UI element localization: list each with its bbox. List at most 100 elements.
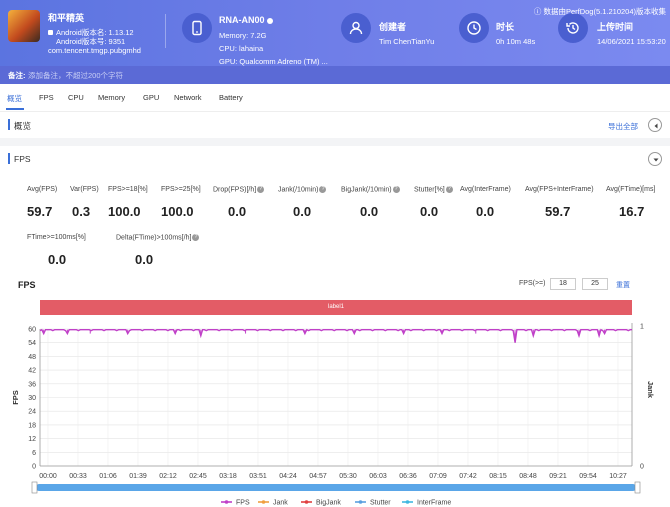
note-input[interactable]: 添加备注，不超过200个字符 (28, 71, 124, 80)
y-tick-label: 0 (32, 464, 36, 471)
tab-fps[interactable]: FPS (39, 93, 54, 102)
metric-value: 0.3 (72, 204, 91, 219)
x-tick-label: 06:36 (399, 473, 417, 480)
help-icon[interactable]: ? (392, 186, 400, 193)
x-tick-label: 02:45 (189, 473, 207, 480)
metric-label: Avg(InterFrame) (460, 186, 511, 193)
info-icon: ⓘ (533, 7, 544, 16)
info-icon[interactable] (266, 17, 273, 24)
metric-label: Avg(FTime)[ms] (606, 186, 656, 193)
legend-label: Jank (273, 500, 288, 507)
scrollbar-track (36, 484, 636, 491)
tab-overview[interactable]: 概览 (7, 94, 22, 103)
export-all-link[interactable]: 导出全部 (608, 122, 638, 131)
legend-marker (358, 500, 363, 504)
help-icon[interactable]: ? (445, 186, 453, 193)
x-tick-label: 08:15 (489, 473, 507, 480)
x-tick-label: 04:24 (279, 473, 297, 480)
metric-label: FPS>=25[%] (161, 186, 201, 193)
history-icon (558, 13, 588, 43)
overview-title: 概览 (14, 121, 32, 131)
tab-gpu[interactable]: GPU (143, 93, 160, 102)
help-icon[interactable]: ? (319, 186, 327, 193)
clock-icon (459, 13, 489, 43)
chevron-down-icon (653, 158, 659, 162)
upload-title: 上传时间 (597, 22, 634, 32)
metric-label: BigJank(/10min)? (341, 186, 400, 194)
legend-marker (304, 500, 309, 504)
legend-label: BigJank (316, 500, 341, 507)
upload-value: 14/06/2021 15:53:20 (597, 37, 666, 46)
time-scrollbar[interactable] (31, 481, 641, 494)
y-tick-label: 18 (28, 422, 36, 429)
app-version-name: Android版本名: 1.13.12 (48, 27, 134, 38)
metric-value: 0.0 (360, 204, 379, 219)
data-source-note: ⓘ 数据由PerfDog(5.1.210204)版本收集 (533, 7, 666, 16)
y-tick-label: 60 (28, 327, 36, 334)
active-tab-indicator (6, 108, 24, 110)
legend-label: InterFrame (417, 500, 451, 507)
legend-label: FPS (236, 500, 250, 507)
x-tick-label: 01:06 (99, 473, 117, 480)
metric-label: Delta(FTime)>100ms[/h]? (116, 234, 200, 242)
chart-axes: 0 6 12 18 24 30 36 42 48 54 60 00:00 00:33 01:06 01:39… (11, 323, 655, 480)
help-icon[interactable]: ? (192, 234, 200, 241)
report-header: 和平精英 Android版本名: 1.13.12 Android版本号: 935… (0, 0, 670, 66)
app-name: 和平精英 (48, 13, 85, 23)
collapse-left-button[interactable] (648, 118, 662, 132)
collapse-down-button[interactable] (648, 152, 662, 166)
threshold-label: FPS(>=) (519, 280, 546, 287)
header-divider (165, 14, 166, 48)
tab-battery[interactable]: Battery (219, 93, 243, 102)
y-tick-label: 54 (28, 340, 36, 347)
legend-label: Stutter (370, 500, 391, 507)
x-tick-label: 02:12 (159, 473, 177, 480)
threshold-input-1[interactable]: 18 (550, 278, 576, 290)
reset-link[interactable]: 重置 (616, 282, 630, 289)
tab-network[interactable]: Network (174, 93, 202, 102)
label-band[interactable]: label1 (40, 300, 632, 315)
device-cpu: CPU: lahaina (219, 44, 264, 53)
x-tick-label: 03:51 (249, 473, 267, 480)
fps-line (39, 328, 632, 343)
x-tick-label: 00:00 (39, 473, 57, 480)
x-tick-label: 09:54 (579, 473, 597, 480)
creator-value: Tim ChenTianYu (379, 37, 435, 46)
metric-label: Jank(/10min)? (278, 186, 327, 194)
tab-bar: 概览 FPS CPU Memory GPU Network Battery (0, 84, 670, 112)
x-tick-label: 08:48 (519, 473, 537, 480)
tab-memory[interactable]: Memory (98, 93, 126, 102)
y-tick-label: 30 (28, 395, 36, 402)
duration-value: 0h 10m 48s (496, 37, 536, 46)
chart-legend[interactable]: FPS Jank BigJank Stutter InterFrame (221, 500, 451, 507)
note-bar: 备注: 添加备注，不超过200个字符 (0, 66, 670, 84)
creator-title: 创建者 (379, 22, 407, 32)
y-axis-title: FPS (11, 390, 20, 405)
fps-chart: 0 6 12 18 24 30 36 42 48 54 60 00:00 00:33 01:06 01:39… (11, 323, 655, 507)
legend-marker (261, 500, 266, 504)
chart-title: FPS (18, 280, 36, 290)
threshold-input-2[interactable]: 25 (582, 278, 608, 290)
x-tick-label: 01:39 (129, 473, 147, 480)
section-accent (8, 153, 10, 164)
metric-value: 0.0 (293, 204, 312, 219)
scroll-handle-left (31, 481, 38, 494)
help-icon[interactable]: ? (257, 186, 265, 193)
chart-grid (40, 328, 632, 467)
metric-value: 100.0 (161, 204, 194, 219)
user-icon (341, 13, 371, 43)
spacer (0, 138, 670, 146)
metric-value: 16.7 (619, 204, 645, 219)
y-tick-label: 48 (28, 354, 36, 361)
x-tick-label: 10:27 (609, 473, 627, 480)
metric-label: FPS>=18[%] (108, 186, 148, 193)
metric-value: 0.0 (476, 204, 495, 219)
y-tick-label: 24 (28, 409, 36, 416)
tab-cpu[interactable]: CPU (68, 93, 84, 102)
device-memory: Memory: 7.2G (219, 31, 267, 40)
metric-value: 100.0 (108, 204, 141, 219)
metric-value: 0.0 (228, 204, 247, 219)
fps-series (39, 328, 632, 343)
x-tick-label: 03:18 (219, 473, 237, 480)
app-icon (8, 10, 40, 42)
